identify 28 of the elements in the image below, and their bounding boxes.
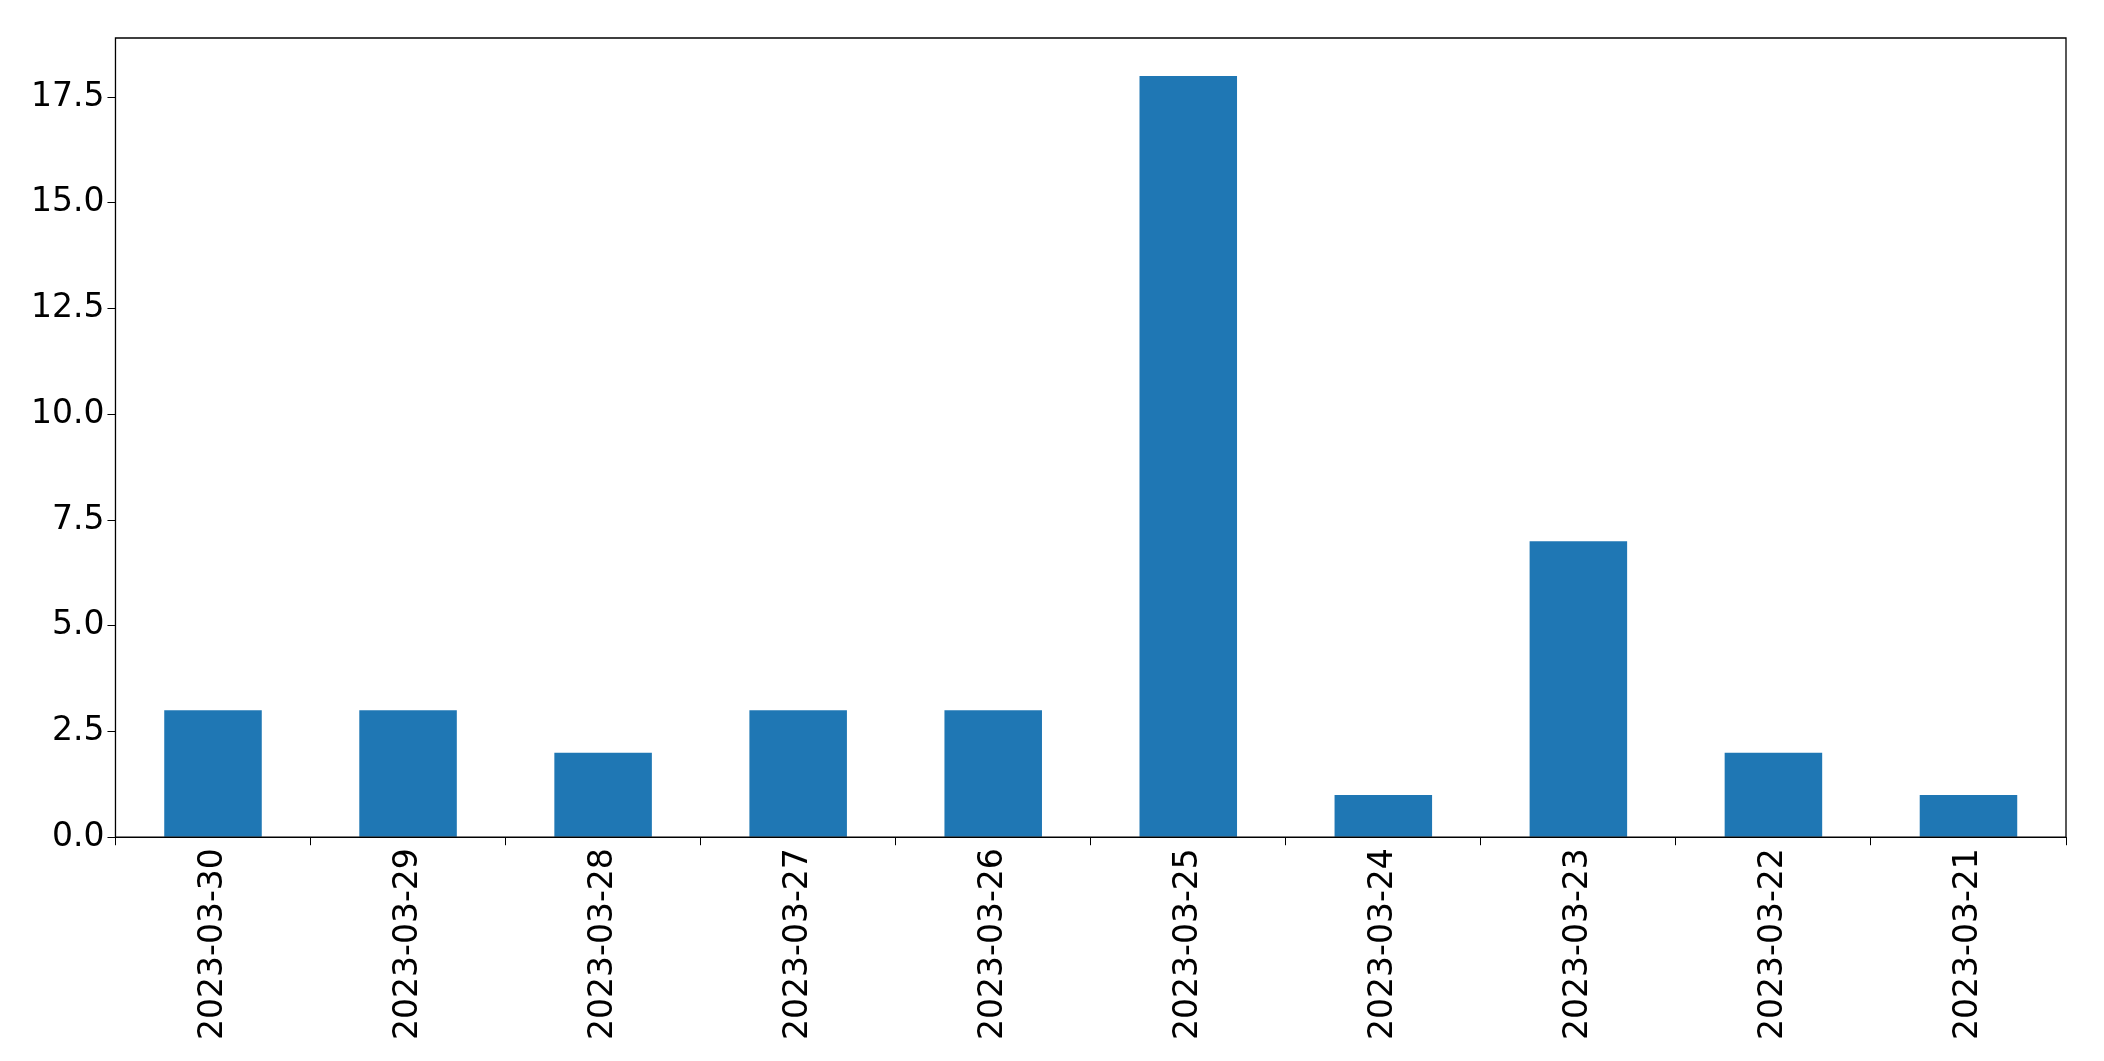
x-tick-label: 2023-03-29 bbox=[385, 848, 425, 1040]
y-tick-label: 7.5 bbox=[51, 497, 105, 537]
bar bbox=[1529, 541, 1628, 837]
x-tick-label: 2023-03-27 bbox=[775, 848, 815, 1040]
y-tick-label: 10.0 bbox=[30, 391, 105, 431]
y-tick-label: 0.0 bbox=[51, 814, 105, 854]
x-tick-label: 2023-03-25 bbox=[1165, 848, 1205, 1040]
y-tick-label: 2.5 bbox=[51, 709, 105, 749]
bar bbox=[1334, 794, 1433, 837]
bar bbox=[359, 710, 457, 837]
x-tick-label: 2023-03-28 bbox=[580, 848, 620, 1040]
bar bbox=[1919, 794, 2018, 837]
y-tick-label: 12.5 bbox=[30, 286, 105, 326]
x-tick-label: 2023-03-23 bbox=[1555, 848, 1595, 1040]
bar bbox=[1724, 752, 1823, 837]
y-tick-label: 15.0 bbox=[30, 180, 105, 220]
bar bbox=[1139, 76, 1238, 837]
x-tick-label: 2023-03-21 bbox=[1946, 848, 1986, 1040]
x-tick-label: 2023-03-24 bbox=[1360, 848, 1400, 1040]
y-tick-label: 17.5 bbox=[30, 74, 105, 114]
bar bbox=[944, 710, 1042, 837]
bar bbox=[164, 710, 262, 837]
x-tick-label: 2023-03-22 bbox=[1751, 848, 1790, 1040]
bar bbox=[749, 710, 847, 837]
y-tick-label: 5.0 bbox=[51, 603, 105, 643]
x-tick-label: 2023-03-30 bbox=[190, 848, 230, 1040]
bar bbox=[554, 752, 652, 837]
x-tick-label: 2023-03-26 bbox=[970, 848, 1010, 1040]
